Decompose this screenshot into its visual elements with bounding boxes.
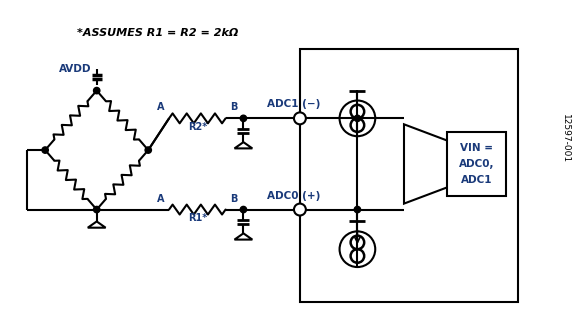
- Circle shape: [354, 115, 361, 121]
- Text: B: B: [230, 194, 237, 204]
- Circle shape: [42, 147, 48, 153]
- Text: R2*: R2*: [188, 122, 207, 132]
- Circle shape: [294, 112, 306, 124]
- Circle shape: [354, 206, 361, 213]
- Text: ADC1: ADC1: [461, 175, 492, 185]
- Text: B: B: [230, 102, 237, 112]
- Circle shape: [93, 87, 100, 94]
- Text: *ASSUMES R1 = R2 = 2kΩ: *ASSUMES R1 = R2 = 2kΩ: [77, 28, 238, 38]
- Circle shape: [294, 204, 306, 216]
- Circle shape: [240, 206, 246, 213]
- Text: R1*: R1*: [188, 213, 207, 224]
- Text: ADC0 (+): ADC0 (+): [267, 190, 321, 201]
- Text: A: A: [157, 194, 165, 204]
- Text: VIN =: VIN =: [460, 143, 493, 153]
- Text: AVDD: AVDD: [59, 64, 91, 74]
- Circle shape: [240, 115, 246, 121]
- Bar: [447, 132, 506, 196]
- Text: ADC1 (−): ADC1 (−): [267, 100, 321, 109]
- Bar: [300, 49, 518, 302]
- Circle shape: [93, 206, 100, 213]
- Text: 12597-001: 12597-001: [561, 114, 570, 163]
- Text: ADC0,: ADC0,: [459, 159, 494, 169]
- Text: A: A: [157, 102, 165, 112]
- Circle shape: [145, 147, 151, 153]
- Polygon shape: [404, 124, 476, 204]
